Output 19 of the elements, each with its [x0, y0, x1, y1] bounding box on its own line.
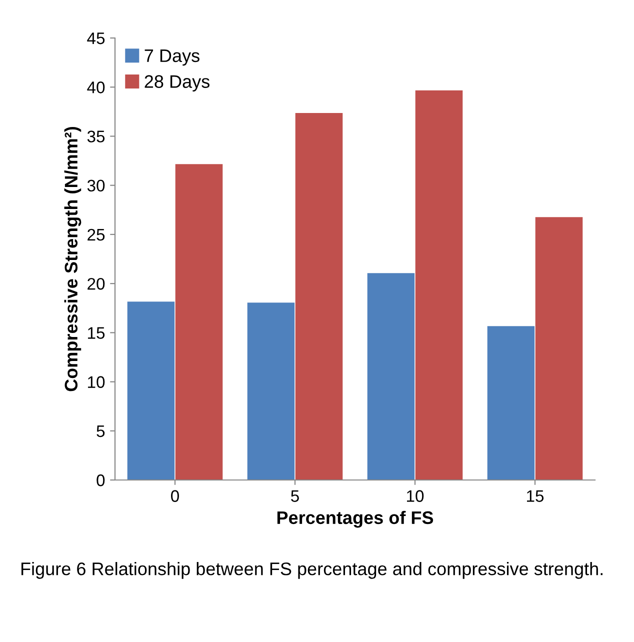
y-tick-label: 40	[87, 82, 105, 94]
caption: Figure 6 Relationship between FS percentage and compressive strength.	[21, 562, 602, 579]
legend-label: 28 Days	[144, 75, 210, 92]
x-tick-label: 10	[407, 490, 424, 502]
y-tick-label: 35	[87, 130, 105, 142]
y-tick-label: 45	[87, 32, 105, 44]
x-axis-title: Percentages of FS	[277, 510, 434, 528]
y-tick-label: 25	[88, 228, 105, 241]
y-tick-label: 5	[96, 425, 105, 438]
y-tick-label: 20	[88, 278, 105, 290]
x-tick-label: 0	[171, 490, 179, 502]
y-tick-label: 15	[88, 327, 105, 339]
y-tick-label: 0	[96, 474, 105, 486]
y-tick-label: 30	[87, 180, 105, 192]
x-tick-label: 5	[291, 490, 299, 502]
x-tick-label: 15	[527, 490, 544, 502]
y-tick-label: 10	[88, 376, 105, 388]
legend-label: 7 Days	[144, 49, 200, 66]
y-axis-title: Compressive Strength (N/mm²)	[64, 126, 82, 392]
